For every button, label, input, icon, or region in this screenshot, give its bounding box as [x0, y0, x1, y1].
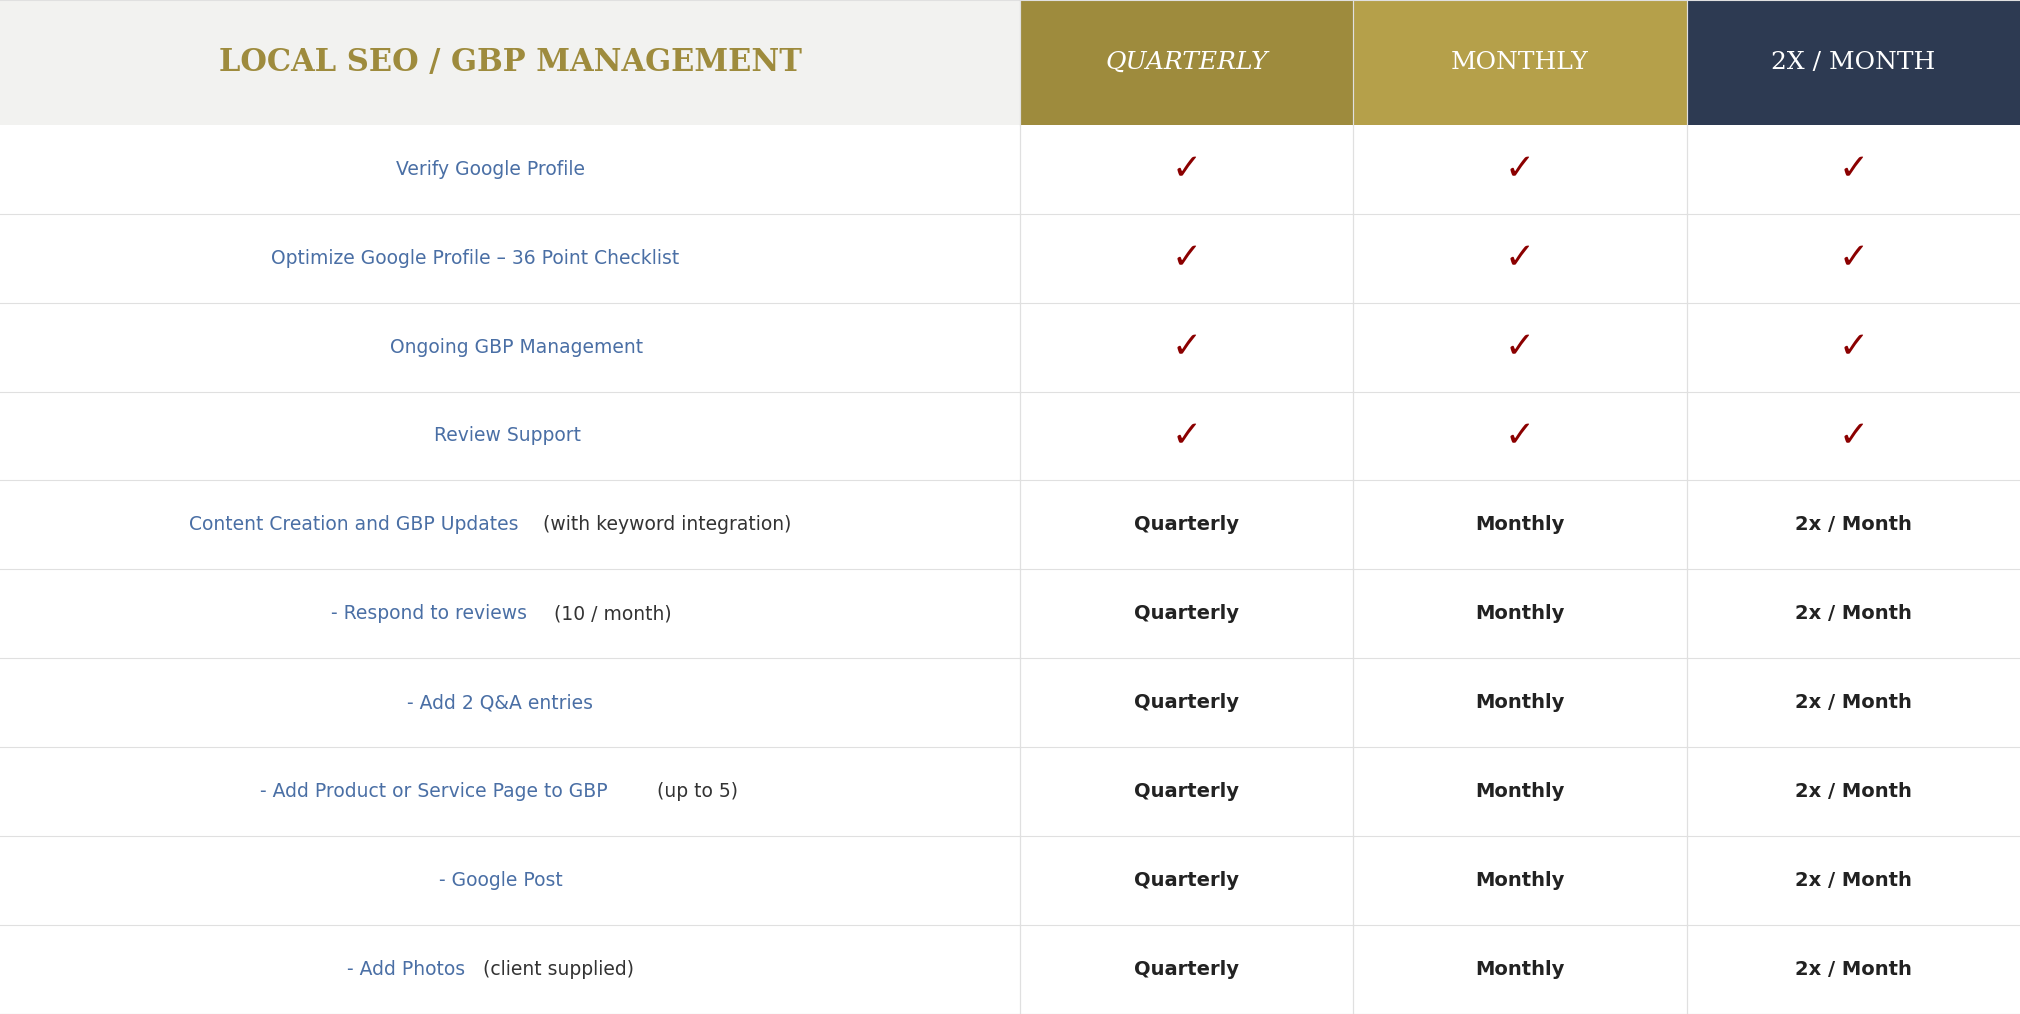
- FancyBboxPatch shape: [0, 925, 2020, 1014]
- Text: - Google Post: - Google Post: [440, 871, 564, 890]
- Text: Content Creation and GBP Updates: Content Creation and GBP Updates: [190, 515, 519, 534]
- FancyBboxPatch shape: [0, 658, 2020, 747]
- Text: ✓: ✓: [1505, 419, 1535, 453]
- Text: 2x / Month: 2x / Month: [1796, 782, 1911, 801]
- FancyBboxPatch shape: [0, 0, 1020, 125]
- Text: Monthly: Monthly: [1475, 604, 1566, 624]
- Text: Optimize Google Profile – 36 Point Checklist: Optimize Google Profile – 36 Point Check…: [271, 248, 679, 268]
- Text: QUARTERLY: QUARTERLY: [1105, 51, 1269, 74]
- Text: MONTHLY: MONTHLY: [1450, 51, 1590, 74]
- FancyBboxPatch shape: [0, 481, 2020, 569]
- Text: - Add Photos: - Add Photos: [347, 960, 465, 980]
- Text: Quarterly: Quarterly: [1135, 515, 1238, 534]
- Text: ✓: ✓: [1172, 330, 1202, 364]
- FancyBboxPatch shape: [1020, 0, 1353, 125]
- Text: (client supplied): (client supplied): [477, 960, 634, 980]
- Text: Monthly: Monthly: [1475, 782, 1566, 801]
- Text: Monthly: Monthly: [1475, 871, 1566, 890]
- Text: Monthly: Monthly: [1475, 515, 1566, 534]
- FancyBboxPatch shape: [0, 747, 2020, 837]
- FancyBboxPatch shape: [0, 125, 2020, 214]
- FancyBboxPatch shape: [0, 837, 2020, 925]
- Text: 2x / Month: 2x / Month: [1796, 871, 1911, 890]
- Text: Monthly: Monthly: [1475, 694, 1566, 712]
- Text: ✓: ✓: [1505, 152, 1535, 187]
- Text: (with keyword integration): (with keyword integration): [537, 515, 792, 534]
- FancyBboxPatch shape: [1687, 0, 2020, 125]
- Text: Quarterly: Quarterly: [1135, 871, 1238, 890]
- Text: ✓: ✓: [1172, 152, 1202, 187]
- FancyBboxPatch shape: [1353, 0, 1687, 125]
- Text: Quarterly: Quarterly: [1135, 694, 1238, 712]
- Text: Ongoing GBP Management: Ongoing GBP Management: [390, 338, 644, 357]
- FancyBboxPatch shape: [0, 214, 2020, 302]
- Text: Monthly: Monthly: [1475, 960, 1566, 980]
- Text: ✓: ✓: [1838, 419, 1868, 453]
- Text: 2x / Month: 2x / Month: [1796, 604, 1911, 624]
- Text: - Respond to reviews: - Respond to reviews: [331, 604, 527, 624]
- Text: 2x / Month: 2x / Month: [1796, 960, 1911, 980]
- Text: 2x / Month: 2x / Month: [1796, 515, 1911, 534]
- Text: - Add 2 Q&A entries: - Add 2 Q&A entries: [406, 694, 592, 712]
- Text: - Add Product or Service Page to GBP: - Add Product or Service Page to GBP: [261, 782, 608, 801]
- FancyBboxPatch shape: [0, 302, 2020, 391]
- Text: LOCAL SEO / GBP MANAGEMENT: LOCAL SEO / GBP MANAGEMENT: [218, 47, 802, 78]
- Text: (10 / month): (10 / month): [547, 604, 673, 624]
- FancyBboxPatch shape: [0, 391, 2020, 481]
- Text: ✓: ✓: [1505, 241, 1535, 275]
- Text: Quarterly: Quarterly: [1135, 960, 1238, 980]
- Text: Quarterly: Quarterly: [1135, 604, 1238, 624]
- Text: ✓: ✓: [1838, 330, 1868, 364]
- Text: ✓: ✓: [1172, 419, 1202, 453]
- Text: 2x / Month: 2x / Month: [1796, 694, 1911, 712]
- Text: Review Support: Review Support: [434, 427, 582, 445]
- Text: ✓: ✓: [1505, 330, 1535, 364]
- Text: ✓: ✓: [1838, 241, 1868, 275]
- Text: Quarterly: Quarterly: [1135, 782, 1238, 801]
- FancyBboxPatch shape: [0, 569, 2020, 658]
- Text: ✓: ✓: [1172, 241, 1202, 275]
- Text: Verify Google Profile: Verify Google Profile: [396, 159, 586, 178]
- Text: 2X / MONTH: 2X / MONTH: [1772, 51, 1935, 74]
- Text: ✓: ✓: [1838, 152, 1868, 187]
- Text: (up to 5): (up to 5): [650, 782, 739, 801]
